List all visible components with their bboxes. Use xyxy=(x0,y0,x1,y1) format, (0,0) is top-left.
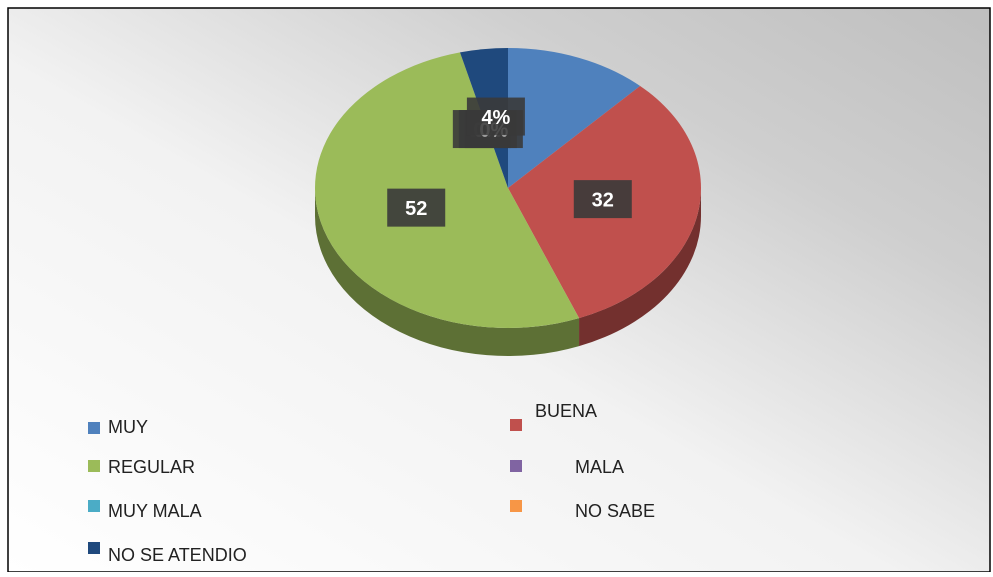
legend-label: MUY xyxy=(108,417,148,437)
legend-label: MALA xyxy=(575,457,624,477)
data-label-box xyxy=(573,180,632,219)
data-label: 32 xyxy=(592,189,614,211)
slice-sides xyxy=(315,188,701,356)
slice-side xyxy=(315,188,580,356)
legend-swatch xyxy=(510,419,522,431)
legend-swatch xyxy=(510,460,522,472)
legend-swatch xyxy=(88,542,100,554)
legend-label: REGULAR xyxy=(108,457,195,477)
legend-label: MUY MALA xyxy=(108,501,202,521)
legend-swatch xyxy=(510,500,522,512)
slice xyxy=(314,52,580,329)
legend-swatch xyxy=(88,422,100,434)
slice-side xyxy=(579,188,701,347)
legend-swatch xyxy=(88,460,100,472)
legend-label: NO SE ATENDIO xyxy=(108,545,247,565)
data-label: 4% xyxy=(481,107,510,129)
data-label-box xyxy=(387,188,446,227)
slice xyxy=(508,48,641,188)
data-label: 52 xyxy=(405,198,427,220)
legend-label: BUENA xyxy=(535,401,597,421)
legend-swatch xyxy=(88,500,100,512)
data-label-box xyxy=(466,97,525,136)
legend-label: NO SABE xyxy=(575,501,655,521)
